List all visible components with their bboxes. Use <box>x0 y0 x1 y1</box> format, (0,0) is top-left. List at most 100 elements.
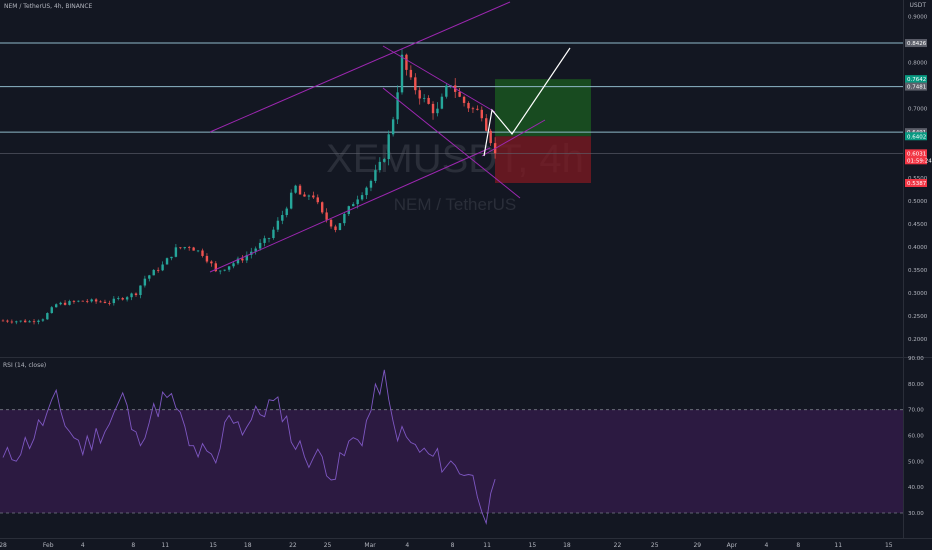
candle-body <box>436 108 439 114</box>
candle-body <box>236 258 240 264</box>
candle <box>321 201 324 215</box>
candle <box>298 184 302 195</box>
candle-body <box>63 302 67 305</box>
candle <box>37 319 40 325</box>
candle <box>334 224 337 233</box>
candle-body <box>77 300 80 302</box>
candle <box>117 296 120 301</box>
candle <box>174 243 178 258</box>
candle-body <box>165 258 169 265</box>
candle-body <box>321 202 324 213</box>
candle <box>50 306 53 314</box>
candle-body <box>32 321 36 323</box>
candle <box>414 73 417 95</box>
time-tick: 8 <box>796 542 800 549</box>
candle-body <box>352 204 355 207</box>
candle <box>431 101 435 120</box>
candle <box>227 266 231 272</box>
candle-body <box>183 247 186 249</box>
candle-body <box>15 321 18 323</box>
candle <box>409 65 413 80</box>
candle <box>343 211 346 226</box>
candle <box>161 261 164 272</box>
price-tick: 0.2500 <box>908 314 928 320</box>
candle-body <box>405 54 408 70</box>
candle <box>94 298 98 304</box>
candle-body <box>196 250 200 252</box>
candle <box>55 303 58 308</box>
candle-body <box>409 69 413 78</box>
projection-path <box>483 47 571 157</box>
candle-body <box>334 226 337 231</box>
candle-body <box>201 250 204 256</box>
candle-body <box>188 247 191 248</box>
candle-body <box>312 195 315 198</box>
time-tick: 4 <box>81 542 85 549</box>
candle-body <box>192 247 195 251</box>
candle-body <box>10 321 14 323</box>
price-label-bg <box>905 75 927 84</box>
candle-body <box>72 301 76 302</box>
time-tick: 29 <box>693 542 701 549</box>
candle-body <box>414 77 417 91</box>
time-tick: 18 <box>563 542 571 549</box>
candle-body <box>258 242 262 249</box>
candle <box>422 94 426 103</box>
candle-body <box>214 263 217 272</box>
price-label: 0.5387 <box>905 179 927 188</box>
candle <box>294 184 297 194</box>
candle <box>179 247 182 250</box>
candle <box>223 269 226 272</box>
candle-body <box>108 302 111 304</box>
candle-body <box>6 320 9 322</box>
candle <box>254 246 257 255</box>
candle <box>245 251 249 264</box>
candle <box>316 194 319 205</box>
rsi-indicator-label: RSI (14, close) <box>3 362 47 369</box>
candle-body <box>223 269 226 271</box>
rsi-tick: 60.00 <box>908 434 924 440</box>
price-axis: 0.90000.80000.75000.70000.65000.60000.55… <box>905 15 932 343</box>
candle-body <box>139 285 142 296</box>
candle <box>103 299 107 304</box>
candle-body <box>387 134 390 160</box>
time-tick: 8 <box>131 542 135 549</box>
symbol-title: NEM / TetherUS, 4h, BINANCE <box>4 3 93 10</box>
time-tick: 8 <box>451 542 455 549</box>
candle-body <box>281 215 284 221</box>
candle-body <box>263 238 266 243</box>
price-tick: 0.5500 <box>908 176 928 182</box>
price-tick: 0.3500 <box>908 268 928 274</box>
candle-body <box>55 304 58 308</box>
candle-body <box>117 298 120 299</box>
price-label-bg <box>905 149 927 158</box>
candle-body <box>294 185 297 193</box>
breakout-short-line <box>481 119 546 157</box>
candle-body <box>467 102 470 109</box>
price-label-text: 0.7642 <box>907 77 926 83</box>
candle <box>28 320 31 323</box>
price-label: 0.8426 <box>905 39 927 48</box>
time-tick: Feb <box>43 542 54 549</box>
candle <box>232 261 235 269</box>
candle <box>148 274 151 282</box>
candle-body <box>369 180 373 188</box>
candle <box>312 191 315 199</box>
rsi-tick: 30.00 <box>908 511 924 517</box>
candle <box>125 296 129 302</box>
candle-body <box>289 192 293 209</box>
candle <box>462 95 466 107</box>
candle <box>267 237 271 243</box>
candle-body <box>86 300 89 302</box>
candle-body <box>134 293 138 296</box>
candle-body <box>303 194 306 197</box>
candle <box>418 87 421 105</box>
candle-body <box>338 223 342 231</box>
candle <box>236 256 240 265</box>
candle <box>46 312 49 320</box>
candle <box>427 95 430 105</box>
candle <box>471 106 475 113</box>
time-tick: 11 <box>483 542 491 549</box>
candle-body <box>50 307 53 314</box>
